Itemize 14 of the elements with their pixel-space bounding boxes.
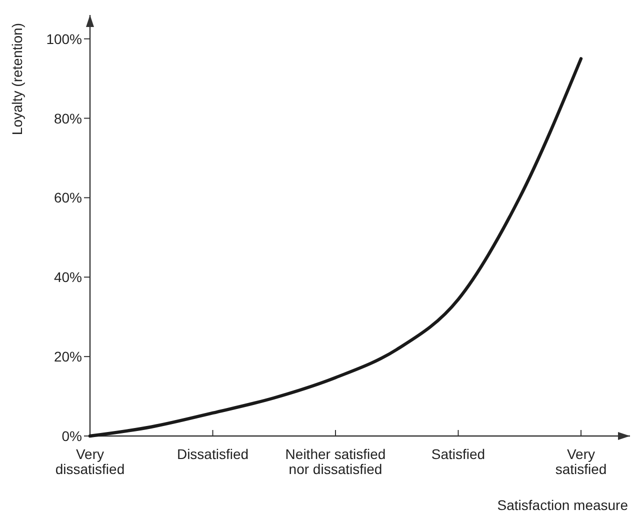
y-tick-label: 20% [54, 348, 82, 365]
y-tick-label: 40% [54, 269, 82, 286]
x-tick-label: Satisfied [431, 446, 486, 462]
x-tick-label: Very satisfied [555, 446, 607, 477]
y-tick-label: 0% [62, 428, 82, 444]
y-tick-label: 80% [54, 110, 82, 126]
x-tick-label: Dissatisfied [176, 446, 249, 462]
x-axis-title: Satisfaction measure [497, 497, 628, 513]
y-tick-label: 100% [46, 30, 82, 47]
x-tick-label: Very dissatisfied [55, 446, 125, 477]
line-series [88, 57, 583, 438]
y-tick-label: 60% [54, 190, 82, 206]
y-axis-title: Loyalty (retention) [9, 23, 25, 136]
x-tick-label: Neither satisfied nor dissatisfied [285, 446, 386, 477]
